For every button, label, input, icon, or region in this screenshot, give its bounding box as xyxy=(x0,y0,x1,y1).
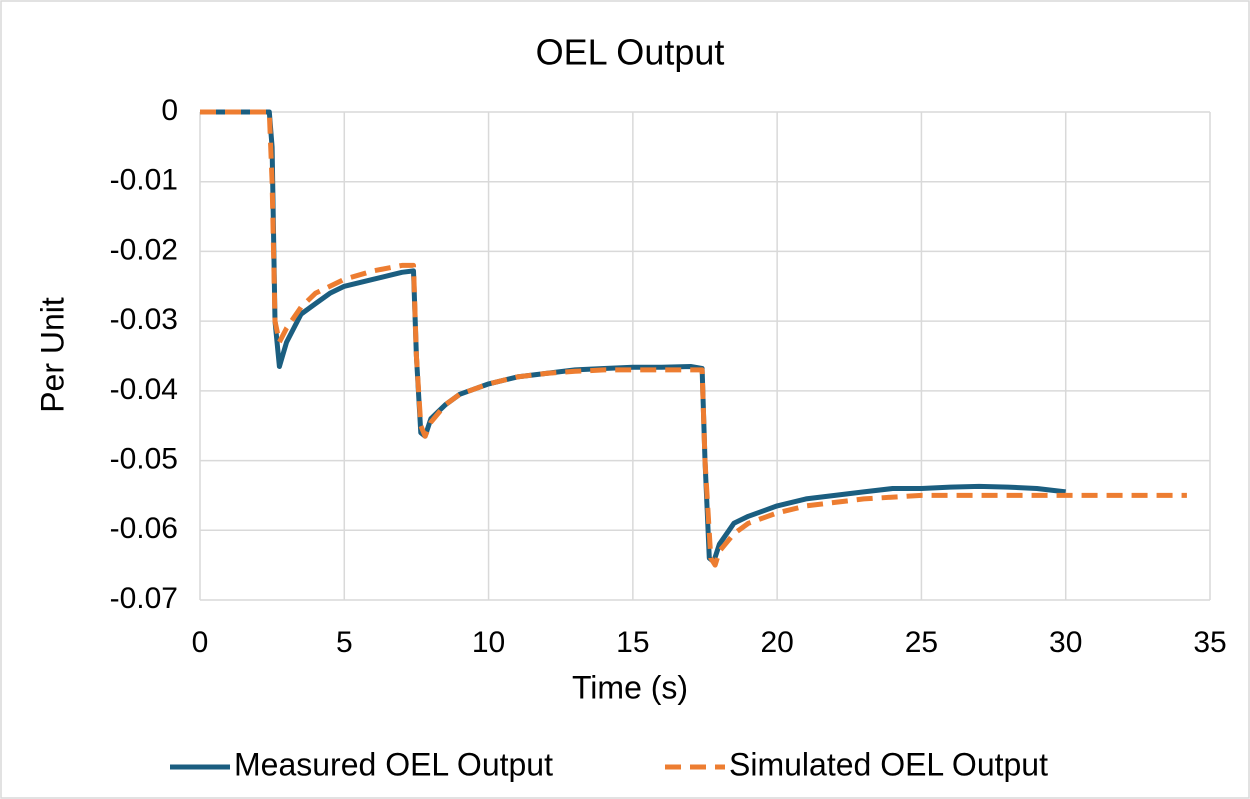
y-tick-label: 0 xyxy=(161,94,178,127)
x-tick-label: 10 xyxy=(472,626,505,659)
x-tick-label: 0 xyxy=(192,626,209,659)
y-tick-label: -0.04 xyxy=(110,373,178,406)
legend-label: Simulated OEL Output xyxy=(729,746,1048,782)
x-tick-label: 5 xyxy=(336,626,353,659)
x-tick-label: 30 xyxy=(1049,626,1082,659)
chart-title: OEL Output xyxy=(536,32,725,73)
y-tick-label: -0.01 xyxy=(110,164,178,197)
x-tick-label: 15 xyxy=(616,626,649,659)
y-tick-label: -0.07 xyxy=(110,582,178,615)
y-tick-label: -0.06 xyxy=(110,512,178,545)
y-tick-label: -0.05 xyxy=(110,442,178,475)
x-axis-label: Time (s) xyxy=(572,669,688,705)
y-tick-label: -0.03 xyxy=(110,303,178,336)
x-tick-label: 25 xyxy=(905,626,938,659)
x-tick-label: 35 xyxy=(1193,626,1226,659)
legend-label: Measured OEL Output xyxy=(234,746,553,782)
data-line xyxy=(200,109,1187,568)
y-axis-label: Per Unit xyxy=(34,297,70,413)
x-tick-label: 20 xyxy=(760,626,793,659)
y-tick-label: -0.02 xyxy=(110,233,178,266)
